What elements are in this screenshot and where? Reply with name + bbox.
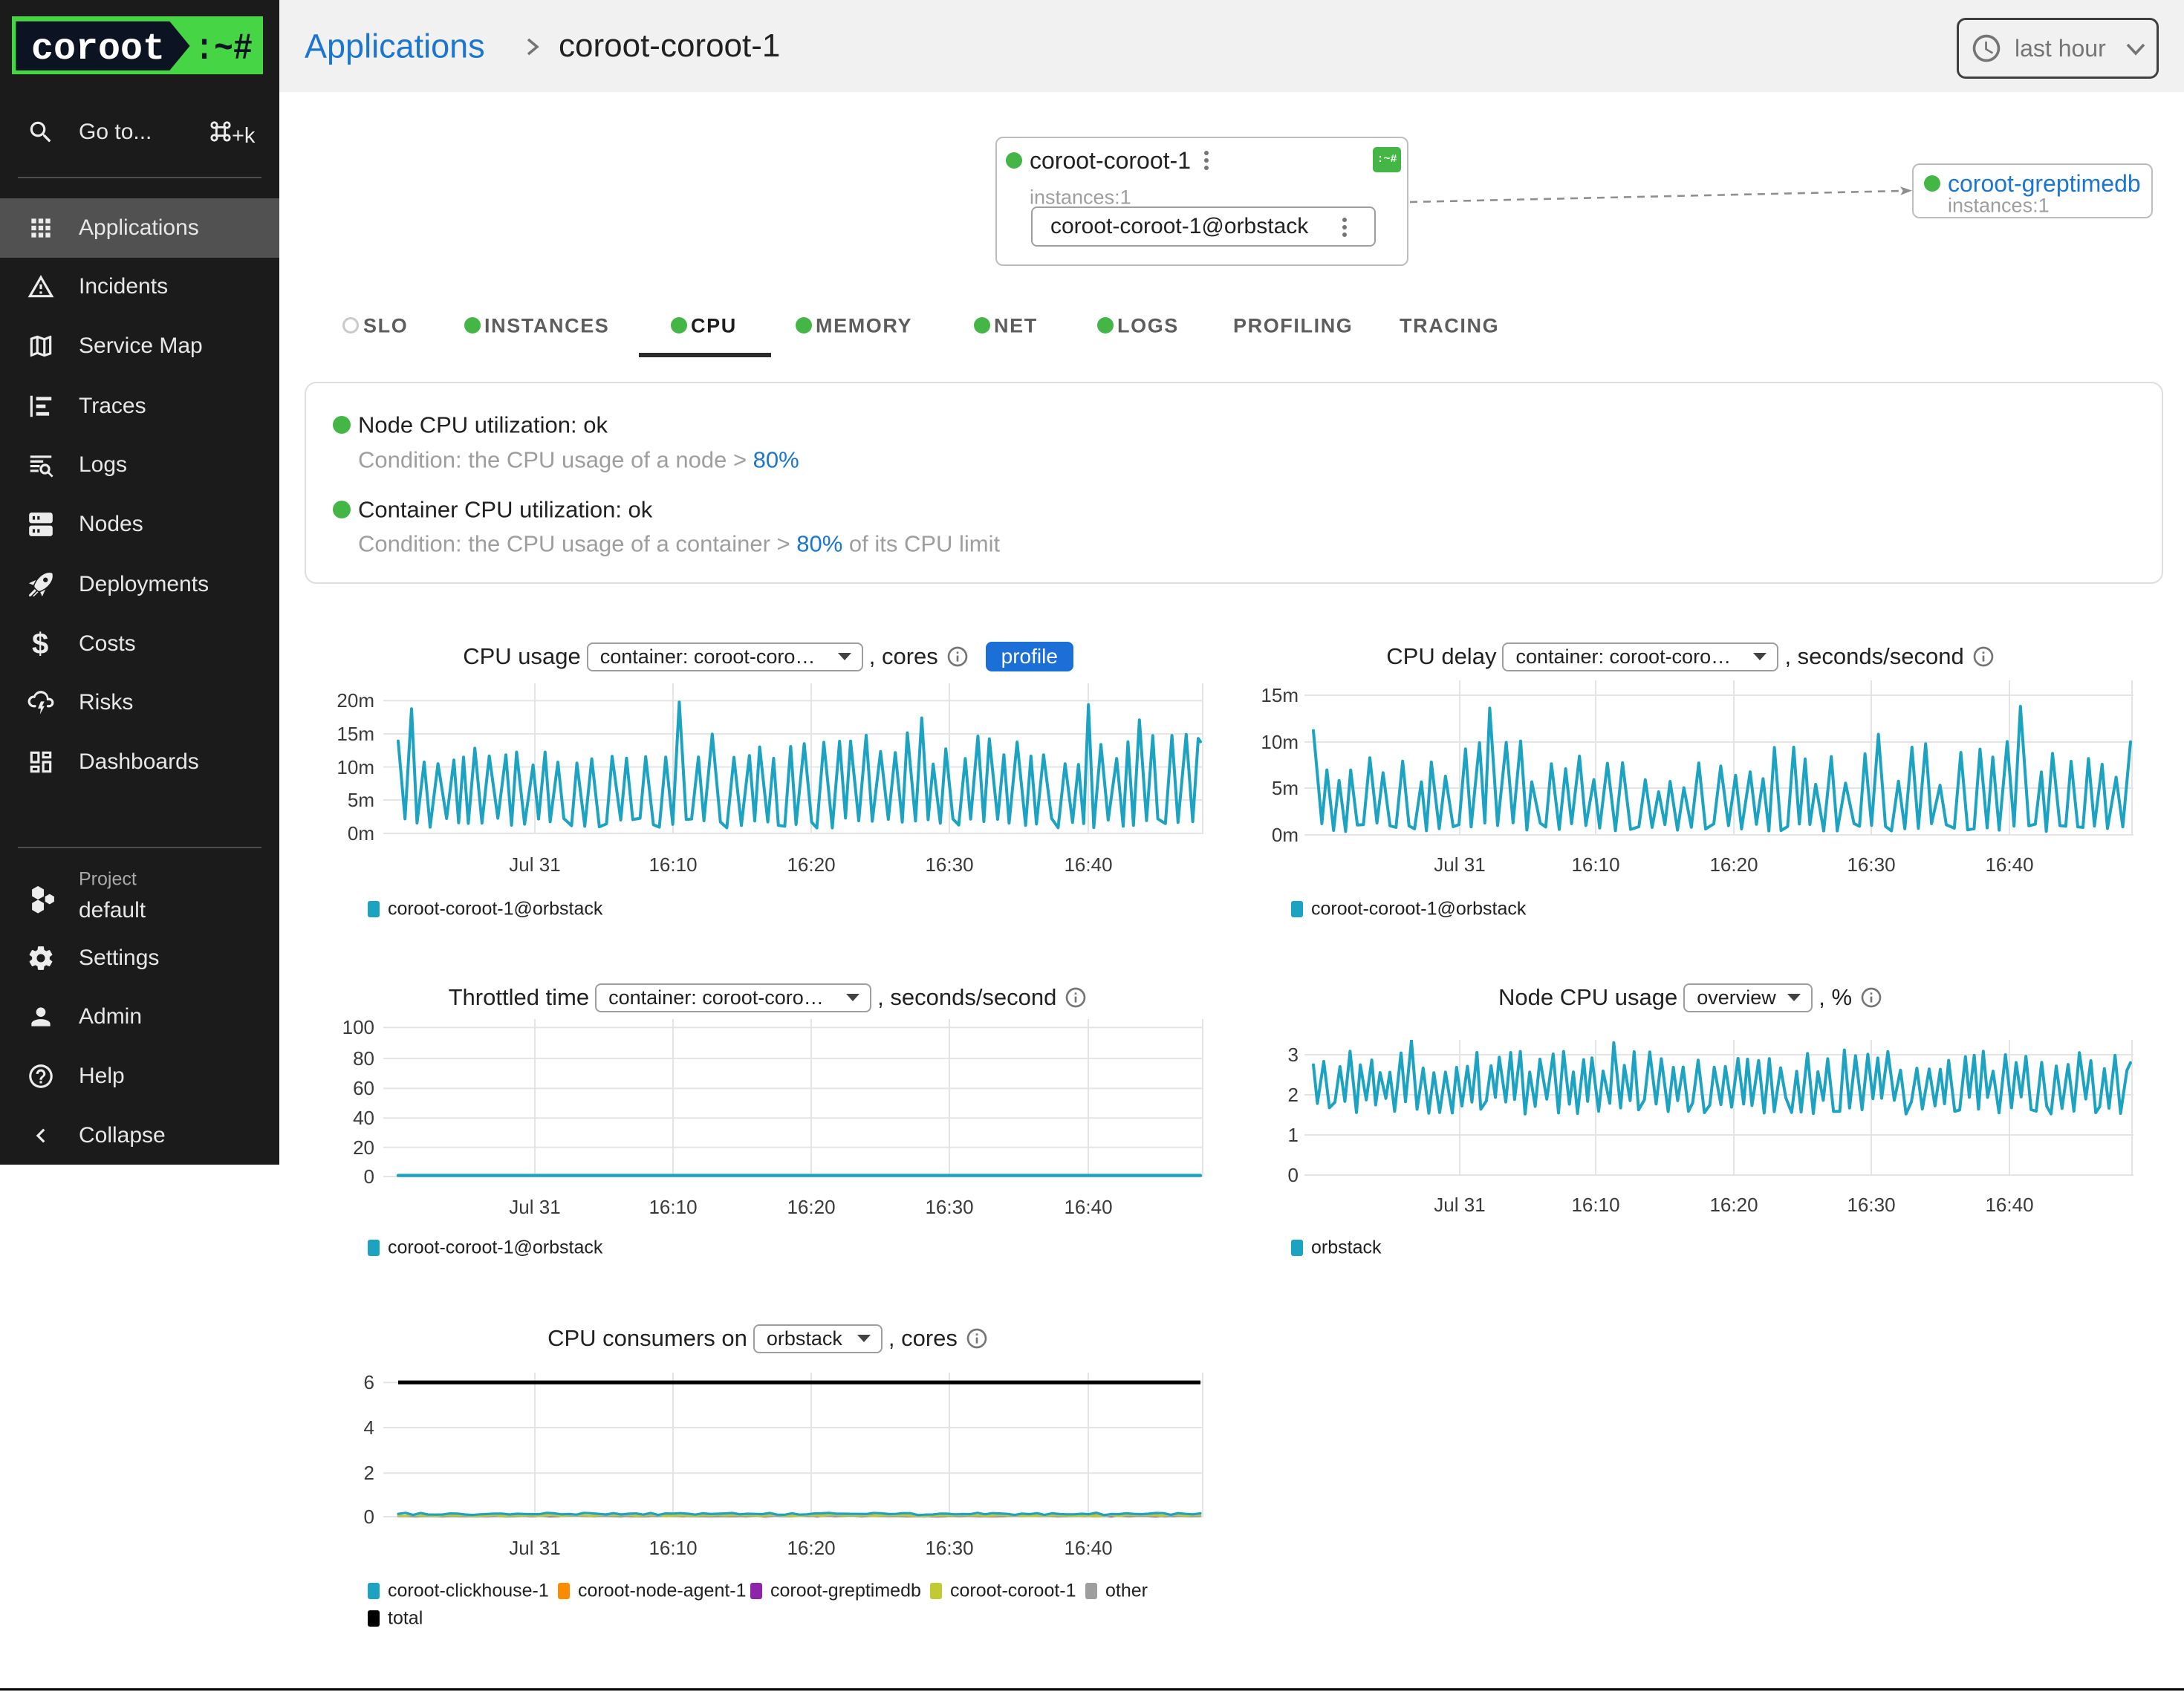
svg-text:coroot: coroot — [31, 28, 165, 71]
svg-text::~#: :~# — [195, 28, 253, 71]
